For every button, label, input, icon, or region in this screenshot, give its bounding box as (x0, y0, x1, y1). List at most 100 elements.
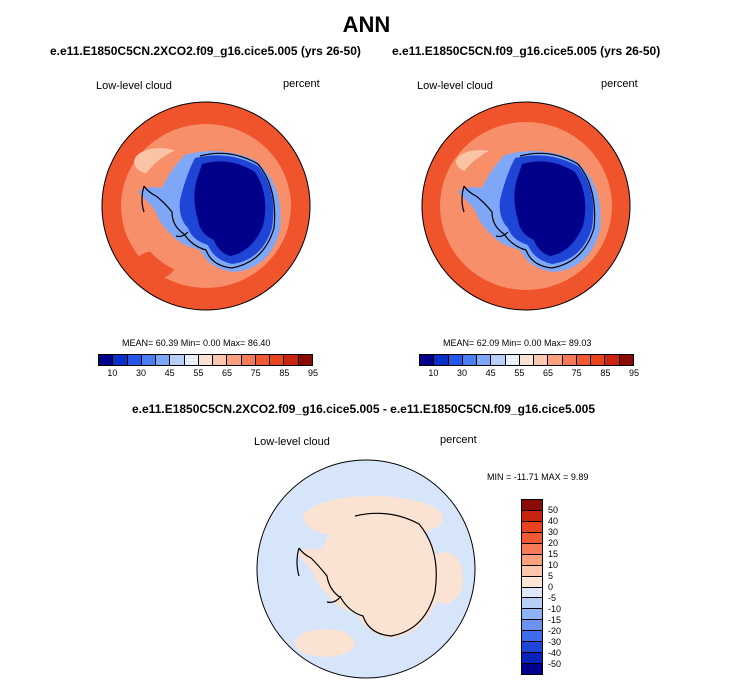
colorbar-tick-label: 0 (548, 582, 554, 592)
colorbar-swatch (198, 355, 214, 365)
difference-variable-label: Low-level cloud (254, 436, 330, 448)
colorbar-tick-label: 75 (571, 368, 582, 378)
colorbar-tick-label: 45 (164, 368, 175, 378)
colorbar-swatch (491, 355, 506, 365)
colorbar-swatch (522, 521, 542, 533)
colorbar-tick-label: 50 (548, 505, 559, 515)
panel2-variable-label: Low-level cloud (417, 80, 493, 92)
colorbar-tick-label: -10 (548, 604, 562, 614)
panel1-map-border (101, 101, 311, 311)
colorbar-tick-label: -50 (548, 659, 562, 669)
colorbar-tick-label: 95 (307, 368, 319, 378)
colorbar-tick-label: 30 (548, 527, 559, 537)
colorbar-swatch (227, 355, 242, 365)
colorbar-swatch (213, 355, 228, 365)
colorbar-tick-label: -30 (548, 637, 562, 647)
colorbar-swatch (522, 587, 542, 599)
main-title: ANN (342, 12, 391, 37)
panel1-case-title: e.e11.E1850C5CN.2XCO2.f09_g16.cice5.005 … (50, 44, 361, 58)
colorbar-tick-label: 55 (193, 368, 204, 378)
colorbar-tick-label: 10 (107, 368, 118, 378)
panel1-coastline (141, 152, 276, 269)
colorbar-tick-label: 10 (548, 560, 559, 570)
colorbar-tick-label: 55 (514, 368, 525, 378)
colorbar-swatch (462, 355, 478, 365)
colorbar-swatch (522, 543, 542, 555)
colorbar-swatch (99, 355, 114, 365)
difference-coastline (296, 512, 437, 637)
colorbar-tick-label: 10 (428, 368, 439, 378)
colorbar-swatch (434, 355, 449, 365)
difference-units-label: percent (440, 434, 477, 446)
panel1-stats: MEAN= 60.39 Min= 0.00 Max= 86.40 (122, 338, 271, 348)
colorbar-swatch (522, 609, 542, 621)
colorbar-tick-label: 30 (456, 368, 468, 378)
colorbar-tick-label: -15 (548, 615, 562, 625)
colorbar-swatch (522, 598, 542, 610)
colorbar-swatch (522, 500, 542, 511)
colorbar-swatch (522, 642, 542, 654)
colorbar-swatch (505, 355, 520, 365)
colorbar-swatch (241, 355, 256, 365)
colorbar-swatch (284, 355, 299, 365)
colorbar-tick-label: 30 (135, 368, 147, 378)
difference-colorbar-ticks: 50 40 30 20 15 10 5 0 -5 -10 -15 -20 -30 -40 -50 (548, 499, 578, 675)
colorbar-swatch (270, 355, 285, 365)
colorbar-tick-label: 65 (542, 368, 554, 378)
panel2-coastline (461, 152, 596, 269)
colorbar-swatch (298, 355, 312, 365)
difference-polar-map (256, 459, 476, 679)
panel2-polar-map (421, 101, 631, 311)
colorbar-tick-label: -5 (548, 593, 557, 603)
colorbar-swatch (170, 355, 185, 365)
colorbar-tick-label: 95 (628, 368, 640, 378)
panel1-variable-label: Low-level cloud (96, 80, 172, 92)
colorbar-swatch (522, 631, 542, 643)
colorbar-swatch (113, 355, 128, 365)
colorbar-tick-label: -20 (548, 626, 562, 636)
colorbar-swatch (576, 355, 592, 365)
colorbar-tick-label: 65 (221, 368, 233, 378)
colorbar-tick-label: 40 (548, 516, 559, 526)
colorbar-swatch (156, 355, 171, 365)
colorbar-swatch (477, 355, 492, 365)
colorbar-swatch (522, 576, 542, 588)
colorbar-swatch (522, 653, 542, 665)
difference-colorbar (521, 499, 543, 675)
colorbar-swatch (562, 355, 577, 365)
colorbar-swatch (605, 355, 620, 365)
colorbar-tick-label: 20 (548, 538, 559, 548)
colorbar-swatch (184, 355, 199, 365)
colorbar-swatch (522, 510, 542, 522)
colorbar-tick-label: 45 (485, 368, 496, 378)
colorbar-tick-label: -40 (548, 648, 562, 658)
difference-title: e.e11.E1850C5CN.2XCO2.f09_g16.cice5.005 … (132, 402, 595, 416)
colorbar-swatch (420, 355, 435, 365)
colorbar-tick-label: 85 (600, 368, 611, 378)
colorbar-swatch (522, 565, 542, 577)
panel2-units-label: percent (601, 78, 638, 90)
colorbar-swatch (522, 554, 542, 566)
panel1-polar-map (101, 101, 311, 311)
panel2-land-low (514, 161, 586, 256)
colorbar-swatch (141, 355, 157, 365)
colorbar-swatch (519, 355, 535, 365)
colorbar-swatch (255, 355, 271, 365)
colorbar-swatch (522, 532, 542, 544)
panel2-case-title: e.e11.E1850C5CN.f09_g16.cice5.005 (yrs 2… (392, 44, 661, 58)
colorbar-swatch (448, 355, 463, 365)
difference-map-border (256, 459, 476, 679)
panel1-colorbar (98, 354, 313, 366)
colorbar-swatch (619, 355, 633, 365)
colorbar-swatch (591, 355, 606, 365)
panel1-units-label: percent (283, 78, 320, 90)
colorbar-tick-label: 85 (279, 368, 290, 378)
panel1-colorbar-ticks: 10 30 45 55 65 75 85 95 (98, 368, 318, 380)
panel1-land-low (194, 161, 266, 256)
colorbar-swatch (127, 355, 142, 365)
panel2-map-border (421, 101, 631, 311)
difference-land-field (297, 514, 440, 638)
colorbar-tick-label: 15 (548, 549, 559, 559)
colorbar-tick-label: 75 (250, 368, 261, 378)
colorbar-swatch (522, 620, 542, 632)
